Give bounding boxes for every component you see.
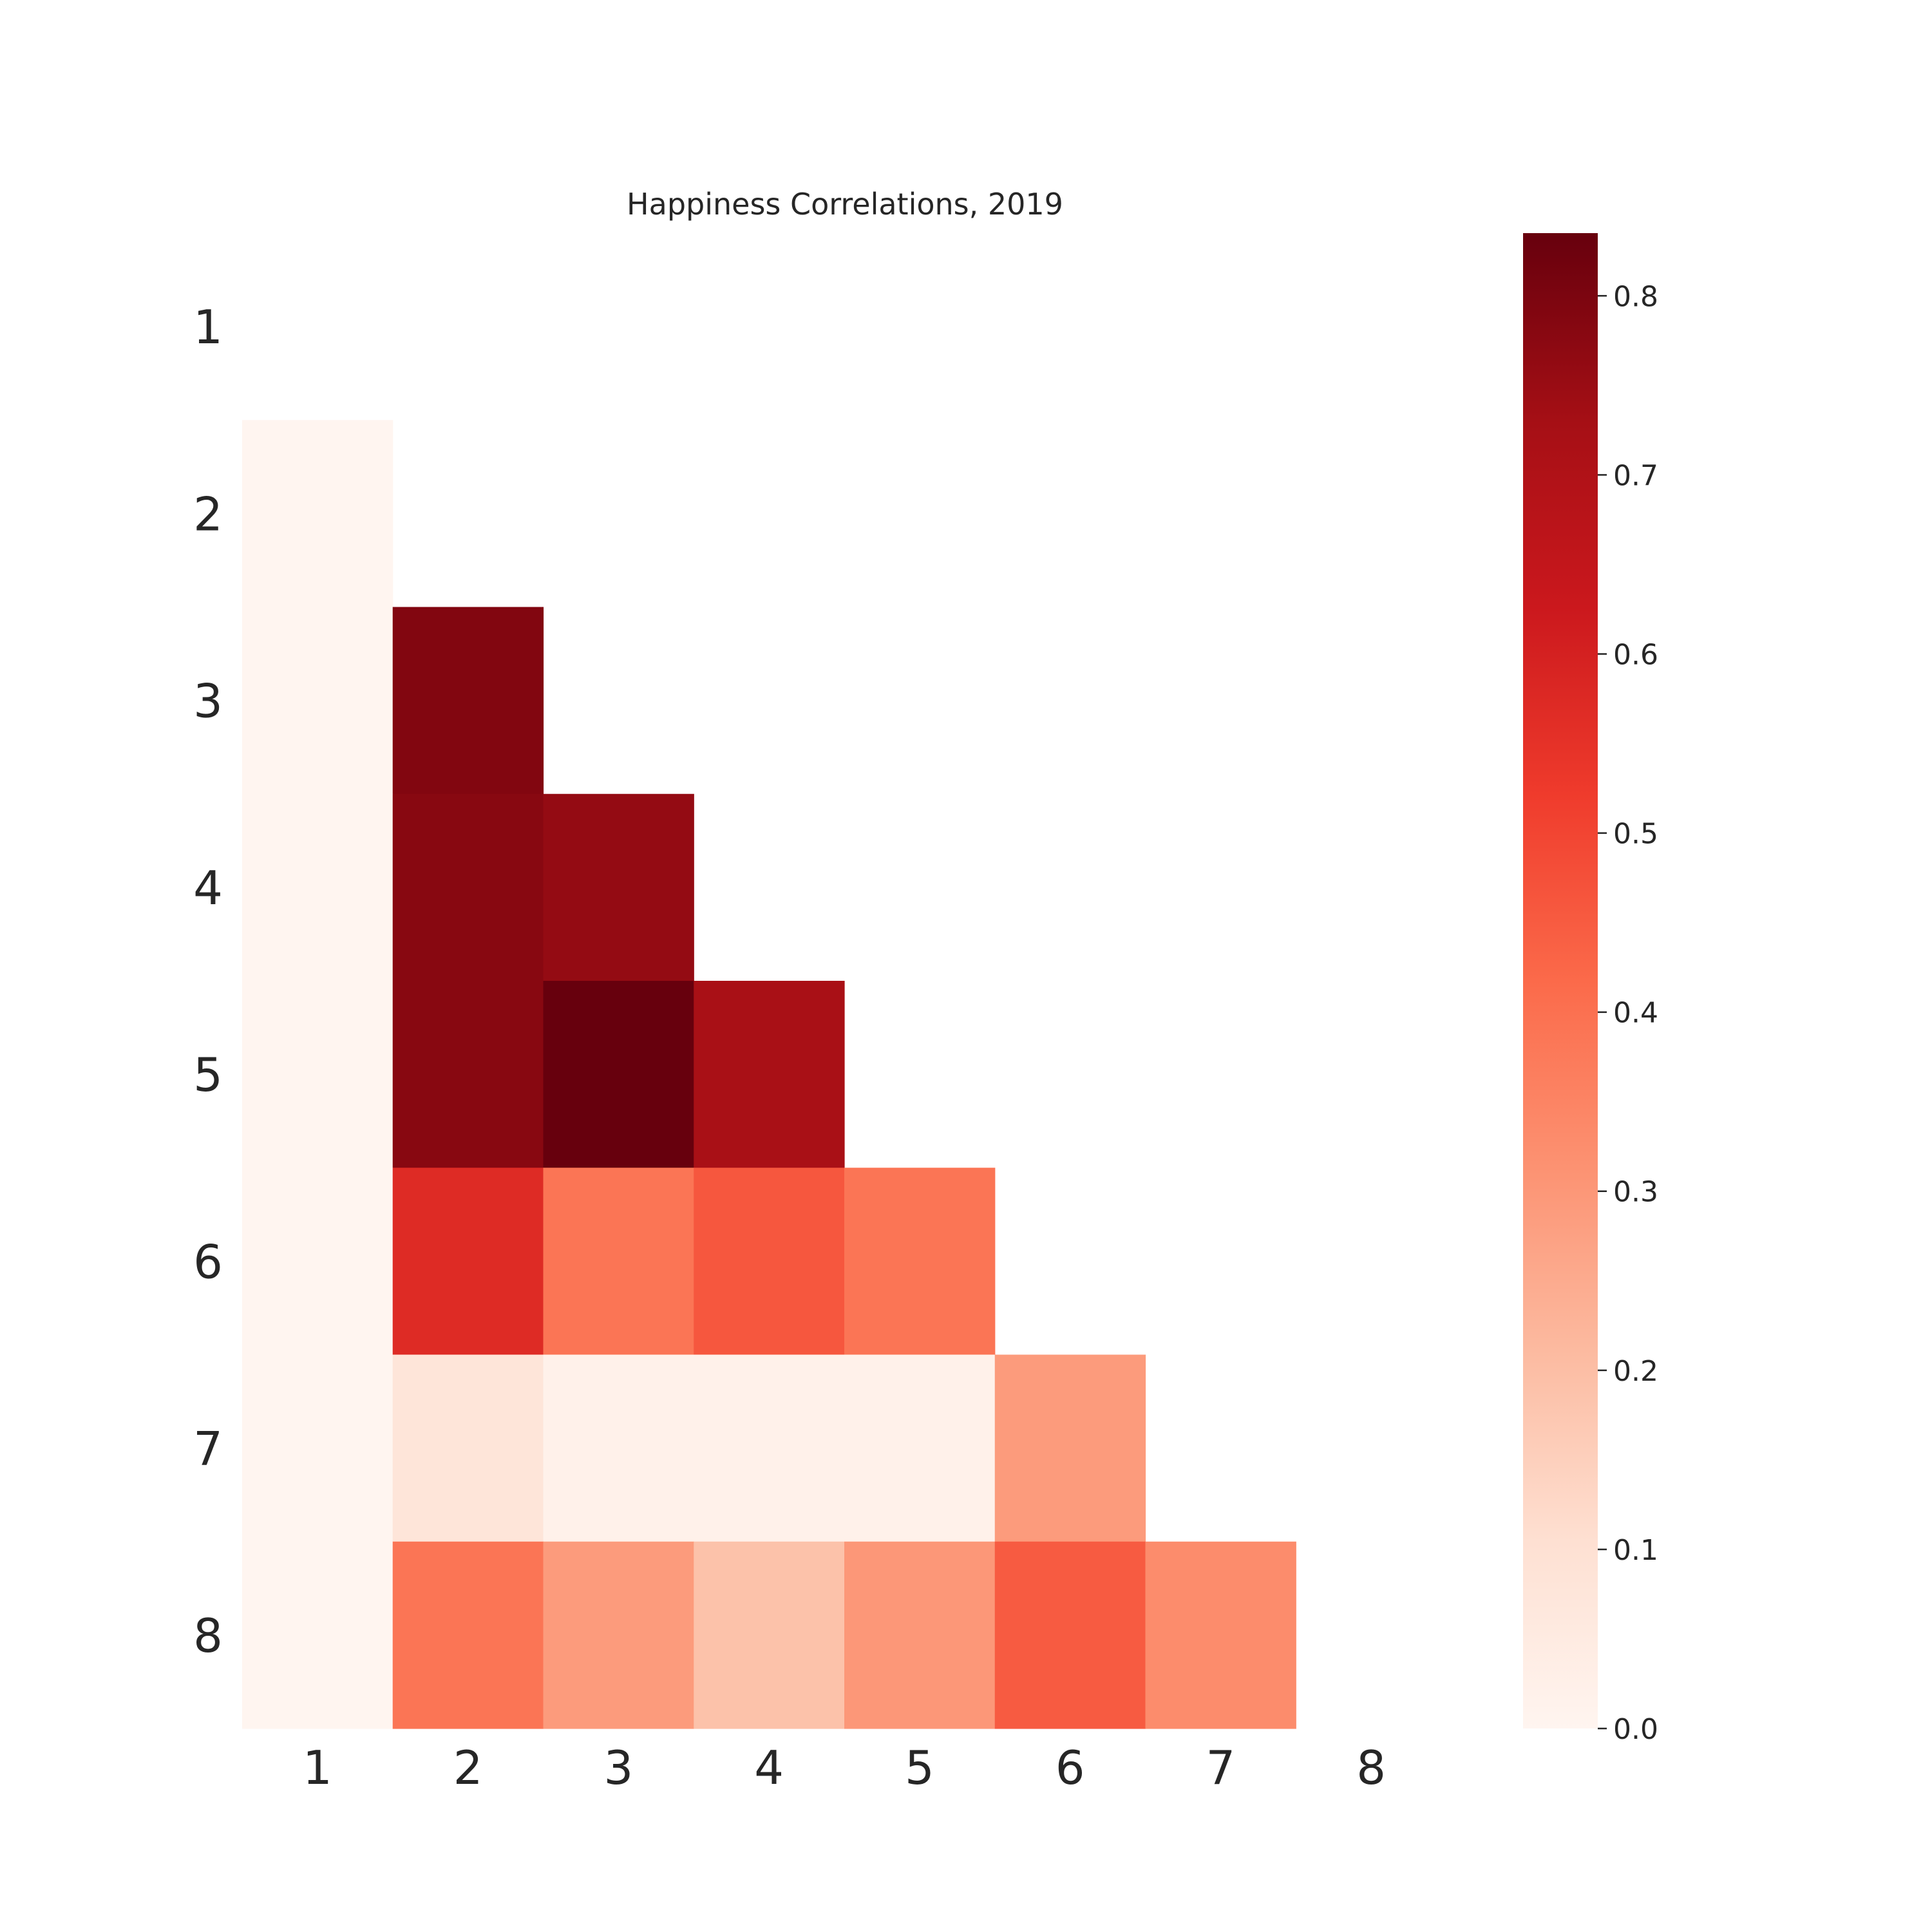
y-tick-label: 1 xyxy=(193,300,223,354)
heatmap-cell xyxy=(392,1541,544,1729)
heatmap-cell xyxy=(694,1541,845,1729)
x-tick-label: 1 xyxy=(303,1741,332,1795)
x-tick-label: 3 xyxy=(603,1741,633,1795)
y-tick-label: 8 xyxy=(193,1609,223,1663)
colorbar-tick-label: 0.4 xyxy=(1613,997,1658,1030)
heatmap-cell xyxy=(844,1354,996,1542)
colorbar-gradient xyxy=(1523,233,1598,1728)
x-tick-label: 6 xyxy=(1056,1741,1085,1795)
heatmap-cell xyxy=(543,981,694,1168)
colorbar: 0.0 0.1 0.2 0.3 0.4 0.5 0.6 0.7 0.8 xyxy=(1523,233,1658,1746)
heatmap-cell xyxy=(844,1541,996,1729)
heatmap-cell xyxy=(543,793,694,981)
y-axis-ticks: 1 2 3 4 5 6 7 8 xyxy=(193,300,223,1663)
heatmap-cell xyxy=(1145,1541,1296,1729)
heatmap-cell xyxy=(242,607,393,795)
heatmap-cell xyxy=(392,1354,544,1542)
x-tick-label: 5 xyxy=(905,1741,934,1795)
colorbar-tick-label: 0.6 xyxy=(1613,638,1658,671)
y-tick-label: 2 xyxy=(193,487,223,541)
colorbar-tick-label: 0.3 xyxy=(1613,1176,1658,1209)
heatmap-cell xyxy=(392,1168,544,1356)
colorbar-tick-label: 0.2 xyxy=(1613,1355,1658,1388)
heatmap-cell xyxy=(994,1541,1146,1729)
y-tick-label: 7 xyxy=(193,1422,223,1476)
heatmap-cell xyxy=(242,793,393,981)
x-tick-label: 7 xyxy=(1206,1741,1235,1795)
colorbar-ticks: 0.0 0.1 0.2 0.3 0.4 0.5 0.6 0.7 0.8 xyxy=(1598,280,1658,1746)
heatmap-cell xyxy=(844,1168,996,1356)
heatmap-cell xyxy=(242,420,393,608)
heatmap-cell xyxy=(242,1168,393,1356)
y-tick-label: 4 xyxy=(193,861,223,915)
x-axis-ticks: 1 2 3 4 5 6 7 8 xyxy=(303,1741,1386,1795)
heatmap-cell xyxy=(694,1168,845,1356)
colorbar-tick-label: 0.0 xyxy=(1613,1713,1658,1746)
heatmap-cell xyxy=(543,1168,694,1356)
x-tick-label: 2 xyxy=(453,1741,483,1795)
colorbar-tick-label: 0.5 xyxy=(1613,818,1658,851)
colorbar-tick-label: 0.7 xyxy=(1613,459,1658,492)
y-tick-label: 6 xyxy=(193,1235,223,1289)
heatmap-cell xyxy=(994,1354,1146,1542)
colorbar-tick-label: 0.8 xyxy=(1613,280,1658,313)
y-tick-label: 5 xyxy=(193,1048,223,1102)
heatmap-cell xyxy=(543,1354,694,1542)
chart-title: Happiness Correlations, 2019 xyxy=(627,187,1063,222)
x-tick-label: 4 xyxy=(754,1741,784,1795)
heatmap-cell xyxy=(242,1541,393,1729)
heatmap-cell xyxy=(543,1541,694,1729)
x-tick-label: 8 xyxy=(1356,1741,1386,1795)
heatmap-cell xyxy=(392,607,544,795)
heatmap-cell xyxy=(392,793,544,981)
heatmap-cell xyxy=(242,981,393,1168)
heatmap-cells xyxy=(242,420,1296,1729)
heatmap-cell xyxy=(392,981,544,1168)
heatmap-cell xyxy=(694,1354,845,1542)
heatmap-cell xyxy=(694,981,845,1168)
heatmap-cell xyxy=(242,1354,393,1542)
colorbar-tick-label: 0.1 xyxy=(1613,1534,1658,1567)
y-tick-label: 3 xyxy=(193,674,223,728)
